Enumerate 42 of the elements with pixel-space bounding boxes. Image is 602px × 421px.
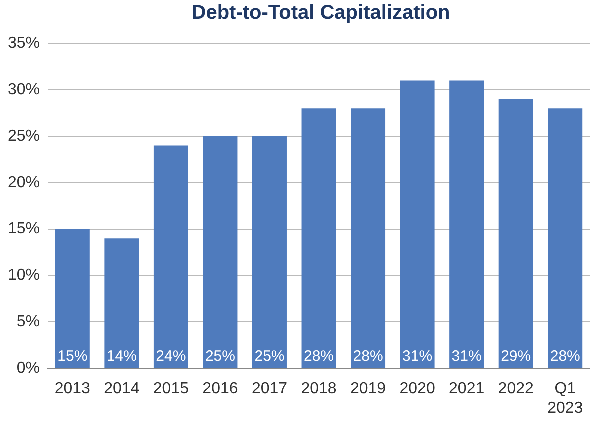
y-tick-label: 15% — [8, 220, 40, 238]
data-label: 28% — [304, 348, 334, 366]
bar — [203, 136, 238, 368]
bar — [252, 136, 287, 368]
data-label: 28% — [550, 348, 580, 366]
data-label: 29% — [501, 348, 532, 366]
bar — [104, 238, 140, 368]
bar — [450, 80, 484, 368]
y-tick-label: 5% — [16, 314, 40, 331]
bar — [400, 80, 435, 368]
x-tick-label: 2020 — [400, 380, 436, 398]
x-tick-label: 2014 — [104, 380, 140, 398]
data-label: 25% — [254, 348, 285, 366]
data-label: 15% — [58, 348, 88, 366]
x-tick-label: Q1 2023 — [548, 380, 584, 417]
x-tick-label: 2022 — [498, 380, 534, 398]
x-tick-label: 2021 — [449, 380, 485, 398]
bar — [55, 229, 90, 368]
data-label: 14% — [106, 348, 137, 366]
x-tick-label: 2017 — [252, 380, 288, 398]
bar — [351, 108, 386, 368]
y-tick-label: 25% — [8, 128, 40, 145]
chart-title: Debt-to-Total Capitalization — [190, 1, 452, 26]
x-tick-label: 2019 — [350, 380, 386, 398]
y-tick-label: 20% — [8, 174, 40, 192]
y-tick-label: 30% — [8, 81, 40, 98]
x-tick-label: 2016 — [202, 380, 238, 398]
y-tick-label: 10% — [8, 267, 40, 284]
data-label: 31% — [402, 348, 433, 366]
data-label: 31% — [452, 348, 482, 366]
data-label: 28% — [353, 348, 384, 366]
bar — [154, 146, 188, 368]
data-label: 25% — [205, 348, 236, 366]
bar — [302, 108, 336, 368]
x-tick-label: 2013 — [54, 380, 91, 398]
data-label: 24% — [156, 348, 186, 366]
y-tick-label: 0% — [16, 360, 40, 378]
bar — [548, 108, 583, 368]
x-tick-label: 2018 — [301, 380, 337, 398]
y-tick-label: 35% — [8, 35, 40, 52]
bar — [498, 99, 534, 368]
x-tick-label: 2015 — [153, 380, 190, 398]
